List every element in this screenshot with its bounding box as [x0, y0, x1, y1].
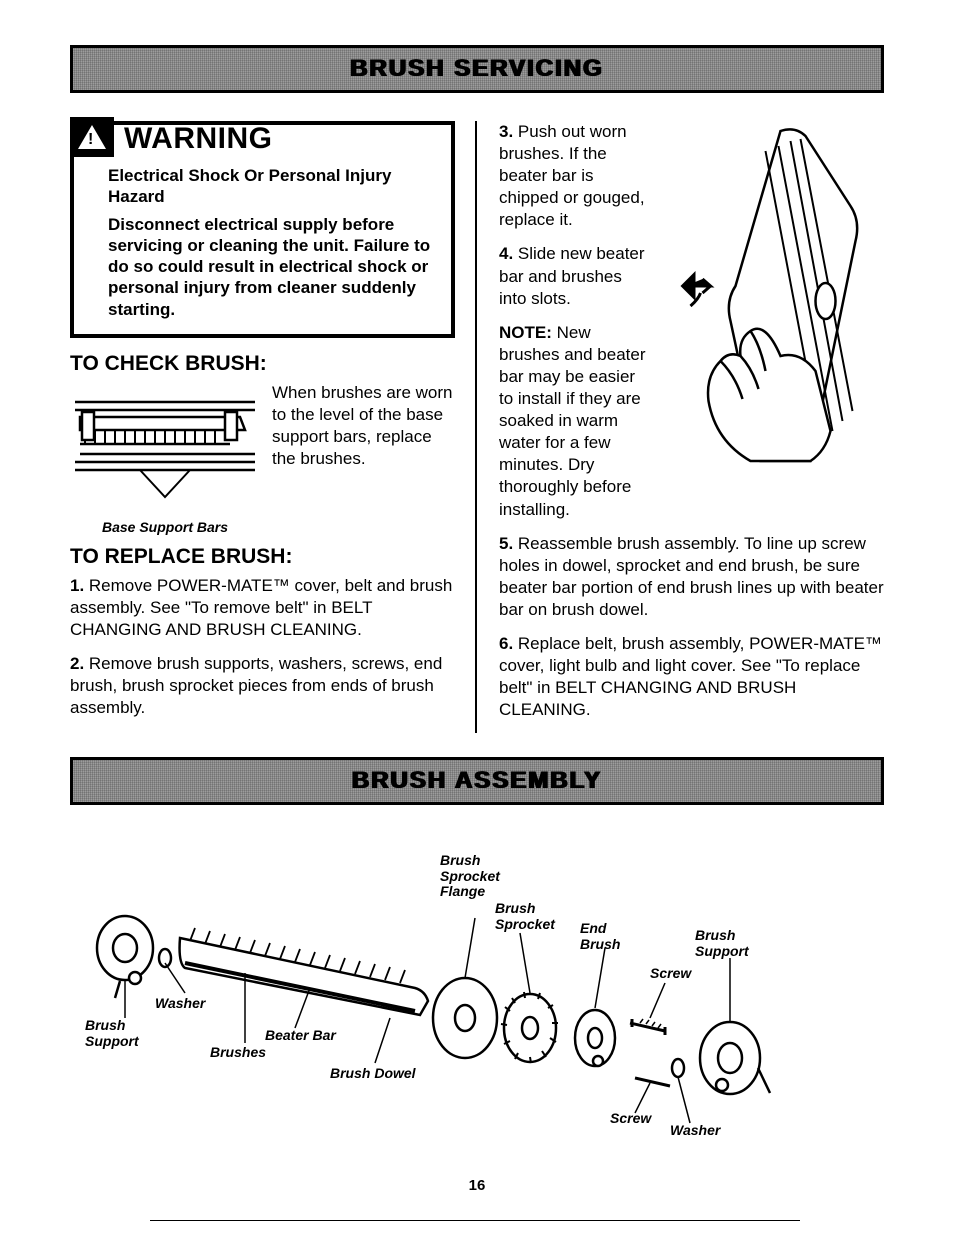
banner2-text: BRUSH ASSEMBLY [352, 767, 602, 795]
replace-step-4: 4. Slide new beater bar and brushes into… [499, 243, 649, 309]
warning-subhead: Electrical Shock Or Personal Injury Haza… [108, 165, 435, 208]
replace-note: NOTE: New brushes and beater bar may be … [499, 322, 649, 521]
banner-brush-assembly: BRUSH ASSEMBLY [70, 757, 884, 805]
replace-step-6: 6. Replace belt, brush assembly, POWER-M… [499, 633, 884, 721]
step5-text: Reassemble brush assembly. To line up sc… [499, 534, 884, 619]
label-sprocket: Brush Sprocket [495, 901, 555, 932]
page-number: 16 [0, 1177, 954, 1194]
warning-header: WARNING [90, 121, 435, 157]
check-brush-text: When brushes are worn to the level of th… [272, 382, 455, 470]
label-beater-bar: Beater Bar [265, 1028, 336, 1043]
note-text: New brushes and beater bar may be easier… [499, 323, 646, 519]
step1-text: Remove POWER-MATE™ cover, belt and brush… [70, 576, 452, 639]
warning-icon [70, 117, 114, 157]
replace-brush-heading: TO REPLACE BRUSH: [70, 545, 455, 569]
step3-text: Push out worn brushes. If the beater bar… [499, 122, 645, 229]
step6-text: Replace belt, brush assembly, POWER-MATE… [499, 634, 882, 719]
check-brush-heading: TO CHECK BRUSH: [70, 352, 455, 376]
label-brush-support-r: Brush Support [695, 928, 749, 959]
banner-text: BRUSH SERVICING [350, 55, 604, 83]
label-washer-l: Washer [155, 996, 205, 1011]
replace-step-5: 5. Reassemble brush assembly. To line up… [499, 533, 884, 621]
label-brush-support-l: Brush Support [85, 1018, 139, 1049]
step2-text: Remove brush supports, washers, screws, … [70, 654, 442, 717]
step4-text: Slide new beater bar and brushes into sl… [499, 244, 645, 307]
base-support-caption: Base Support Bars [70, 519, 260, 535]
hand-diagram [657, 121, 884, 533]
two-column-layout: WARNING Electrical Shock Or Personal Inj… [70, 121, 884, 733]
label-brushes: Brushes [210, 1045, 266, 1060]
label-brush-dowel: Brush Dowel [330, 1066, 416, 1081]
check-brush-row: Base Support Bars When brushes are worn … [70, 382, 455, 535]
footer-rule [150, 1220, 800, 1221]
label-screw-r: Screw [650, 966, 691, 981]
replace-step-1: 1. Remove POWER-MATE™ cover, belt and br… [70, 575, 455, 641]
replace-step-3: 3. Push out worn brushes. If the beater … [499, 121, 649, 231]
banner-brush-servicing: BRUSH SERVICING [70, 45, 884, 93]
label-washer-b: Washer [670, 1123, 720, 1138]
warning-title: WARNING [124, 122, 273, 156]
warning-box: WARNING Electrical Shock Or Personal Inj… [70, 121, 455, 338]
check-brush-diagram: Base Support Bars [70, 382, 260, 535]
label-end-brush: End Brush [580, 921, 620, 952]
left-column: WARNING Electrical Shock Or Personal Inj… [70, 121, 477, 733]
right-column: 3. Push out worn brushes. If the beater … [477, 121, 884, 733]
label-sprocket-flange: Brush Sprocket Flange [440, 853, 500, 899]
label-screw-b: Screw [610, 1111, 651, 1126]
replace-step-2: 2. Remove brush supports, washers, screw… [70, 653, 455, 719]
warning-body: Disconnect electrical supply before serv… [108, 214, 435, 320]
brush-assembly-diagram: Brush Sprocket Flange Brush Sprocket End… [70, 833, 884, 1153]
